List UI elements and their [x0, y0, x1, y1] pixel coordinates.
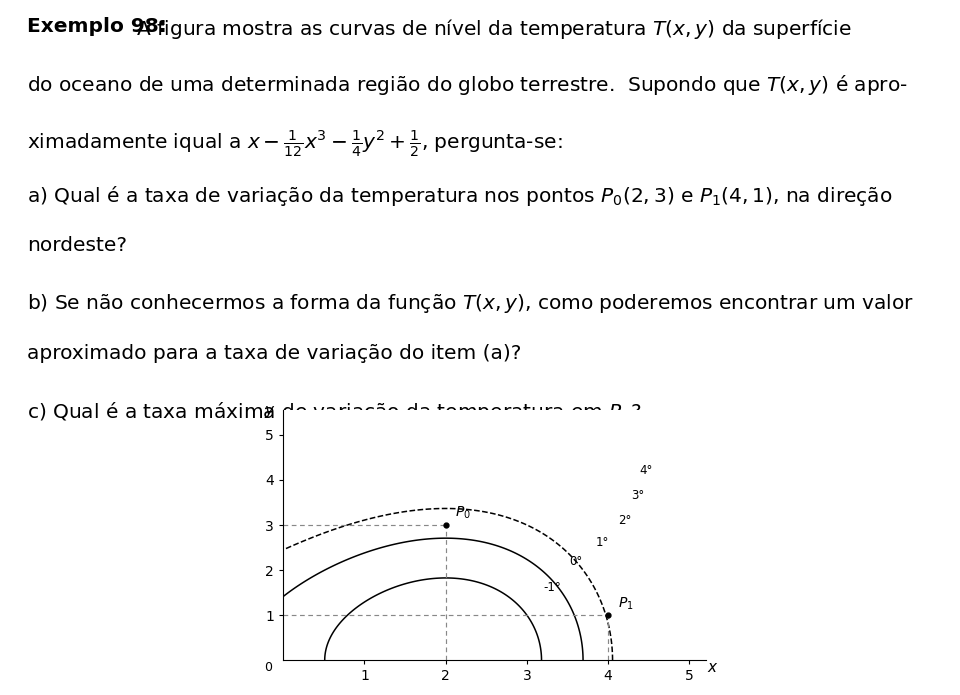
- Text: x: x: [708, 660, 716, 675]
- Text: 0: 0: [265, 660, 273, 673]
- Text: b) Se não conhecermos a forma da função $T(x,y)$, como poderemos encontrar um va: b) Se não conhecermos a forma da função …: [27, 292, 914, 315]
- Text: $P_0$: $P_0$: [455, 505, 471, 521]
- Text: 4°: 4°: [639, 464, 653, 477]
- Text: 0°: 0°: [569, 555, 583, 569]
- Text: A figura mostra as curvas de nível da temperatura $T(x,y)$ da superfície: A figura mostra as curvas de nível da te…: [131, 17, 852, 42]
- Text: c) Qual é a taxa máxima de variação da temperatura em $P_0$?: c) Qual é a taxa máxima de variação da t…: [27, 400, 641, 424]
- Text: 3°: 3°: [631, 489, 644, 502]
- Text: 1°: 1°: [596, 536, 610, 548]
- Text: $P_1$: $P_1$: [618, 595, 634, 612]
- Text: 2°: 2°: [618, 514, 632, 527]
- Text: -1°: -1°: [543, 581, 561, 594]
- Text: aproximado para a taxa de variação do item (a)?: aproximado para a taxa de variação do it…: [27, 344, 521, 363]
- Text: Exemplo 98:: Exemplo 98:: [27, 17, 167, 36]
- Text: a) Qual é a taxa de variação da temperatura nos pontos $P_0(2,3)$ e $P_1(4,1)$, : a) Qual é a taxa de variação da temperat…: [27, 184, 892, 208]
- Text: y: y: [264, 402, 273, 418]
- Text: do oceano de uma determinada região do globo terrestre.  Supondo que $T(x,y)$ é : do oceano de uma determinada região do g…: [27, 73, 907, 97]
- Text: ximadamente iqual a $x - \frac{1}{12}x^3 - \frac{1}{4}y^2 + \frac{1}{2}$, pergun: ximadamente iqual a $x - \frac{1}{12}x^3…: [27, 129, 563, 159]
- Text: nordeste?: nordeste?: [27, 236, 127, 255]
